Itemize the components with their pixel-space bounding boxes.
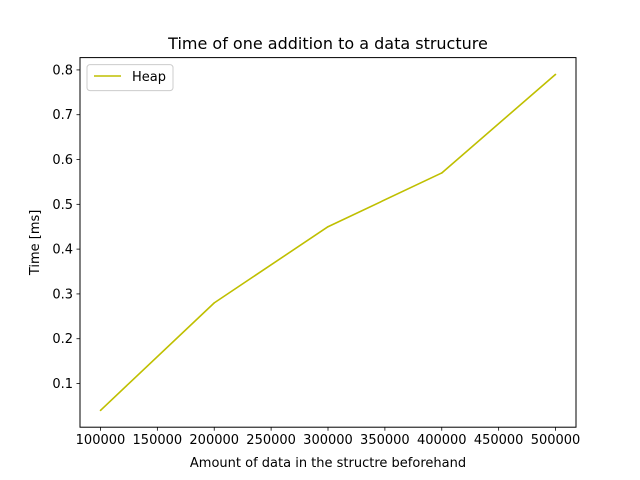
data-point (554, 73, 557, 76)
x-tick-label: 250000 (246, 433, 296, 448)
y-axis-ticks: 0.1 0.2 0.3 0.4 0.5 0.6 0.7 0.8 (52, 63, 80, 392)
y-tick-label: 0.2 (52, 332, 73, 347)
y-tick-label: 0.3 (52, 287, 73, 302)
x-axis-ticks: 100000 150000 200000 250000 300000 350000 4000… (76, 427, 581, 448)
data-point (213, 302, 216, 304)
y-axis-label: Time [ms] (28, 210, 43, 277)
x-tick-label: 500000 (531, 433, 581, 448)
data-point (440, 172, 443, 174)
x-tick-label: 150000 (133, 433, 183, 448)
legend-label-heap: Heap (132, 70, 166, 85)
x-tick-label: 450000 (474, 433, 524, 448)
y-tick-label: 0.4 (52, 243, 73, 258)
x-tick-label: 200000 (189, 433, 239, 448)
chart-title: Time of one addition to a data structure (167, 34, 488, 53)
legend: Heap (86, 64, 174, 92)
x-tick-label: 100000 (76, 433, 126, 448)
legend-box (86, 64, 174, 92)
data-point (99, 409, 102, 412)
y-tick-label: 0.7 (52, 108, 73, 123)
x-tick-label: 400000 (417, 433, 467, 448)
y-tick-label: 0.5 (52, 198, 73, 213)
y-tick-label: 0.8 (52, 63, 73, 78)
x-tick-label: 350000 (360, 433, 410, 448)
data-point (327, 225, 329, 228)
x-axis-label: Amount of data in the structre beforehan… (190, 456, 466, 471)
y-tick-label: 0.6 (52, 153, 73, 168)
x-tick-label: 300000 (303, 433, 353, 448)
y-tick-label: 0.1 (52, 377, 73, 392)
series-layer (99, 73, 557, 412)
